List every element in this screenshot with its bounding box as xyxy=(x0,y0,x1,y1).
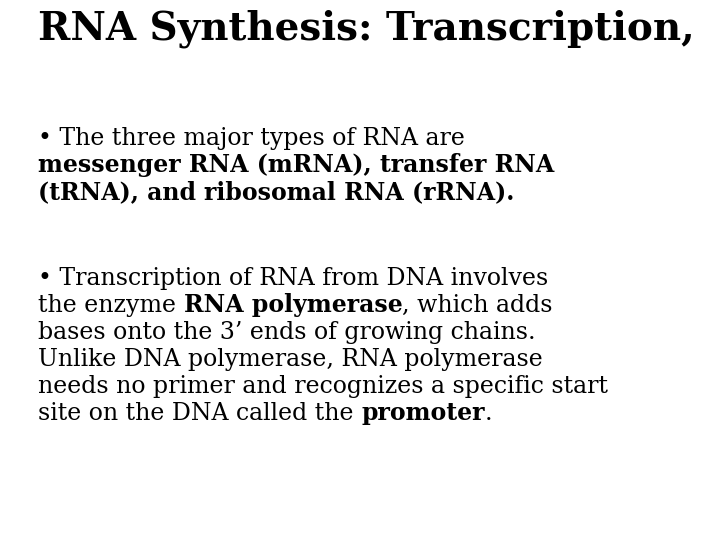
Text: needs no primer and recognizes a specific start: needs no primer and recognizes a specifi… xyxy=(38,375,608,398)
Text: the enzyme: the enzyme xyxy=(38,294,184,317)
Text: • Transcription of RNA from DNA involves: • Transcription of RNA from DNA involves xyxy=(38,267,548,290)
Text: messenger RNA (mRNA), transfer RNA: messenger RNA (mRNA), transfer RNA xyxy=(38,153,554,177)
Text: bases onto the 3’ ends of growing chains.: bases onto the 3’ ends of growing chains… xyxy=(38,321,536,344)
Text: , which adds: , which adds xyxy=(402,294,553,317)
Text: • The three major types of RNA are: • The three major types of RNA are xyxy=(38,127,465,150)
Text: site on the DNA called the: site on the DNA called the xyxy=(38,402,361,425)
Text: .: . xyxy=(485,402,492,425)
Text: RNA Synthesis: Transcription,: RNA Synthesis: Transcription, xyxy=(38,10,695,49)
Text: promoter: promoter xyxy=(361,401,485,425)
Text: Unlike DNA polymerase, RNA polymerase: Unlike DNA polymerase, RNA polymerase xyxy=(38,348,543,371)
Text: (tRNA), and: (tRNA), and xyxy=(38,180,204,204)
Text: ribosomal RNA (rRNA).: ribosomal RNA (rRNA). xyxy=(204,180,515,204)
Text: RNA polymerase: RNA polymerase xyxy=(184,293,402,317)
